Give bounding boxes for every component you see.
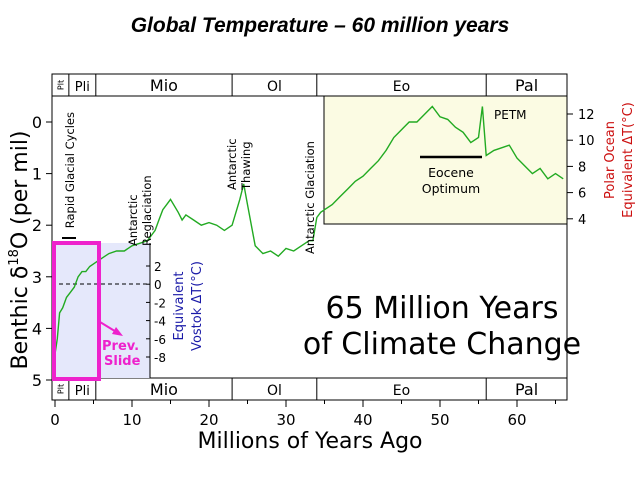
annotation-glaciation: Antarctic Glaciation [303,141,317,254]
y-tick-label: 2 [32,216,42,235]
epoch-label: Ol [267,383,282,399]
x-tick-label: 30 [276,411,295,429]
annotation-rapid-glacial: Rapid Glacial Cycles [63,112,77,228]
x-axis: 0 10 20 30 40 50 60 [50,400,556,429]
epoch-label: Plt [56,384,65,394]
chart-title-line-2: of Climate Change [303,327,581,362]
vostok-tick-label: -2 [154,296,166,310]
epoch-label: Pli [75,384,90,399]
epoch-label: Pal [515,76,538,95]
bottom-epochs: Plt Pli Mio Ol Eo Pal [56,378,538,400]
petm-label: PETM [494,108,527,122]
bottom-epoch-band [51,377,568,401]
eocene-inset [323,95,568,225]
prev-slide-highlight[interactable] [52,241,101,381]
epoch-label: Eo [393,79,410,95]
eocene-label-1: Eocene [428,165,474,180]
y-axis: 0 1 2 3 4 5 [32,113,52,390]
x-axis-label: Millions of Years Ago [198,429,423,454]
chart-title-line-1: 65 Million Years [326,291,559,326]
vostok-axis-label-2: Vostok ΔT(°C) [190,261,205,351]
slide-title: Global Temperature – 60 million years [130,14,510,37]
y-tick-label: 4 [32,319,42,338]
vostok-tick-label: 0 [154,278,162,292]
y-label-sup: 18 [7,249,22,266]
y-label-tail: O (per mil) [8,130,33,249]
prev-slide-label-1[interactable]: Prev. [102,339,139,354]
x-tick-label: 20 [199,411,218,429]
vostok-tick-label: -4 [154,315,166,329]
x-tick-label: 0 [50,411,60,429]
y-tick-label: 3 [32,268,42,287]
prev-slide-arrow-head [112,327,123,336]
polar-tick-label: 12 [578,108,595,123]
epoch-label: Mio [150,76,178,95]
annotation-reglaciation-1: Antarctic [126,194,140,246]
y-tick-label: 5 [32,371,42,390]
y-axis-label: Benthic δ18O (per mil) [7,130,33,369]
y-tick-label: 0 [32,113,42,132]
polar-axis-label-1: Polar Ocean [603,121,618,199]
vostok-axis-label-1: Equivalent [172,272,187,341]
top-epochs: Plt Pli Mio Ol Eo Pal [56,74,538,96]
y-tick-label: 1 [32,165,42,184]
vostok-tick-label: -8 [154,351,166,365]
plot-frame [51,95,568,379]
prev-slide-label-2[interactable]: Slide [104,354,141,369]
x-tick-label: 10 [122,411,141,429]
eocene-label-2: Optimum [422,181,480,196]
top-epoch-band [51,73,568,97]
polar-tick-label: 8 [578,160,586,175]
annotation-reglaciation-2: Reglaciation [140,175,154,246]
y-label-main: Benthic δ [8,266,33,370]
polar-tick-label: 6 [578,187,586,202]
annotation-thawing-2: Thawing [239,141,253,191]
epoch-label: Ol [267,79,282,95]
polar-ocean-axis: 12 10 8 6 4 [567,108,595,228]
epoch-label: Pal [515,380,538,399]
epoch-label: Mio [150,380,178,399]
vostok-tick-label: -6 [154,333,166,347]
x-tick-label: 50 [430,411,449,429]
x-tick-label: 60 [507,411,526,429]
polar-axis-label-2: Equivalent ΔT(°C) [621,102,636,218]
epoch-label: Plt [56,80,65,90]
vostok-axis: 2 0 -2 -4 -6 -8 [146,260,166,365]
annotation-thawing-1: Antarctic [225,138,239,190]
epoch-label: Pli [75,80,90,95]
x-tick-label: 40 [353,411,372,429]
benthic-o18-curve [54,105,564,355]
polar-tick-label: 10 [578,134,595,149]
polar-tick-label: 4 [578,213,586,228]
epoch-label: Eo [393,383,410,399]
vostok-tick-label: 2 [154,260,162,274]
